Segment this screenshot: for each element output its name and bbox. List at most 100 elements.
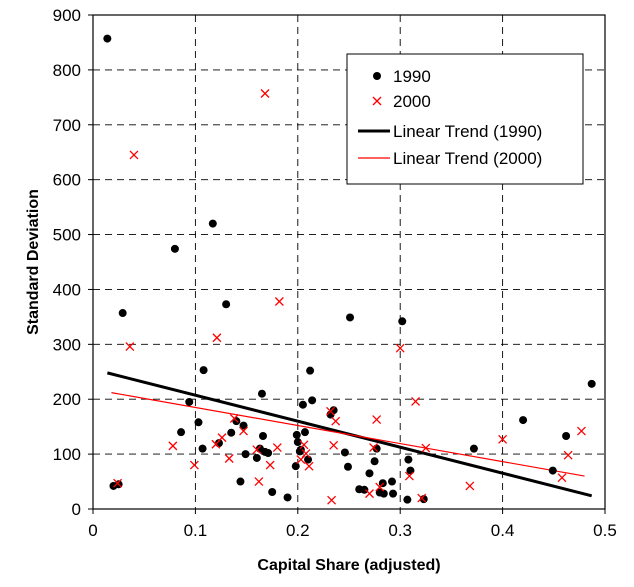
point-1990 <box>403 495 412 504</box>
x-tick-label: 0.4 <box>491 521 515 540</box>
point-1990 <box>185 397 194 406</box>
point-1990 <box>469 444 478 453</box>
point-2000 <box>404 471 414 481</box>
point-1990 <box>404 455 413 464</box>
point-1990 <box>306 366 315 375</box>
point-2000 <box>125 342 135 351</box>
point-1990 <box>340 448 349 457</box>
point-2000 <box>372 415 382 424</box>
point-1990 <box>343 462 352 471</box>
point-1990 <box>199 366 208 375</box>
x-tick-labels: 0 0.1 0.2 0.3 0.4 0.5 <box>88 509 617 540</box>
point-2000 <box>129 150 139 160</box>
point-1990 <box>398 317 407 326</box>
y-tick-label: 400 <box>53 280 81 299</box>
point-2000 <box>563 450 573 460</box>
point-1990 <box>236 477 245 486</box>
point-2000 <box>329 440 339 450</box>
point-1990 <box>298 400 307 409</box>
point-1990 <box>252 453 261 462</box>
point-1990 <box>293 438 302 447</box>
y-tick-label: 100 <box>53 445 81 464</box>
point-1990 <box>241 450 250 459</box>
y-tick-label: 200 <box>53 390 81 409</box>
point-1990 <box>208 219 217 228</box>
point-1990 <box>296 445 305 454</box>
y-axis-title: Standard Deviation <box>25 189 42 335</box>
point-1990 <box>346 313 355 322</box>
legend-label-trend-1990: Linear Trend (1990) <box>393 122 542 141</box>
y-tick-label: 300 <box>53 335 81 354</box>
point-1990 <box>258 431 267 440</box>
data-points <box>103 34 596 505</box>
point-1990 <box>118 309 127 318</box>
point-2000 <box>375 482 385 492</box>
point-2000 <box>274 297 284 306</box>
point-1990 <box>308 396 317 405</box>
y-tick-label: 0 <box>72 500 81 519</box>
point-1990 <box>268 487 277 496</box>
legend-label-trend-2000: Linear Trend (2000) <box>393 149 542 168</box>
point-1990 <box>388 477 397 486</box>
point-2000 <box>421 443 431 453</box>
point-2000 <box>229 413 239 423</box>
point-1990 <box>222 300 231 309</box>
point-1990 <box>264 449 273 458</box>
point-1990 <box>103 34 112 43</box>
point-1990 <box>300 428 309 437</box>
point-1990 <box>587 379 596 388</box>
point-1990 <box>194 418 203 427</box>
legend-box <box>346 53 584 185</box>
point-2000 <box>304 461 314 471</box>
x-tick-label: 0 <box>88 521 97 540</box>
point-2000 <box>327 495 337 505</box>
legend-label-2000: 2000 <box>393 92 431 111</box>
point-2000 <box>395 343 405 353</box>
point-2000 <box>239 426 248 436</box>
point-2000 <box>498 434 508 444</box>
point-1990 <box>292 430 301 439</box>
x-tick-label: 0.3 <box>388 521 412 540</box>
point-2000 <box>365 489 374 499</box>
legend-marker-2000 <box>372 96 382 106</box>
legend-marker-1990 <box>373 72 381 80</box>
point-2000 <box>252 445 262 455</box>
point-1990 <box>370 457 379 466</box>
y-tick-label: 600 <box>53 171 81 190</box>
point-1990 <box>170 244 179 253</box>
point-2000 <box>113 478 123 488</box>
point-1990 <box>257 389 266 398</box>
legend-label-1990: 1990 <box>393 67 431 86</box>
point-1990 <box>198 444 207 453</box>
plot-border <box>92 14 606 510</box>
point-2000 <box>212 333 222 343</box>
point-2000 <box>369 443 379 452</box>
y-tick-label: 900 <box>53 6 81 25</box>
point-2000 <box>326 406 336 416</box>
point-1990 <box>389 489 398 498</box>
point-2000 <box>301 449 311 459</box>
y-tick-labels: 0 100 200 300 400 500 600 700 800 900 <box>53 6 93 519</box>
point-2000 <box>189 460 199 470</box>
trend-lines <box>106 371 593 498</box>
x-axis-title: Capital Share (adjusted) <box>257 557 440 574</box>
point-1990 <box>360 485 369 494</box>
point-1990 <box>548 466 557 475</box>
point-2000 <box>260 89 270 98</box>
point-1990 <box>177 428 186 437</box>
y-tick-label: 500 <box>53 226 81 245</box>
point-1990 <box>239 421 248 430</box>
point-2000 <box>331 416 341 426</box>
point-2000 <box>557 473 567 483</box>
legend: 1990 2000 Linear Trend (1990) Linear Tre… <box>346 53 584 185</box>
x-tick-label: 0.1 <box>184 521 208 540</box>
point-1990 <box>227 428 236 437</box>
trend-line-2000 <box>111 392 585 477</box>
point-1990 <box>304 455 313 464</box>
point-2000 <box>576 426 586 436</box>
point-1990 <box>562 431 571 440</box>
point-2000 <box>265 460 275 470</box>
point-1990 <box>365 469 374 478</box>
point-2000 <box>217 433 227 443</box>
